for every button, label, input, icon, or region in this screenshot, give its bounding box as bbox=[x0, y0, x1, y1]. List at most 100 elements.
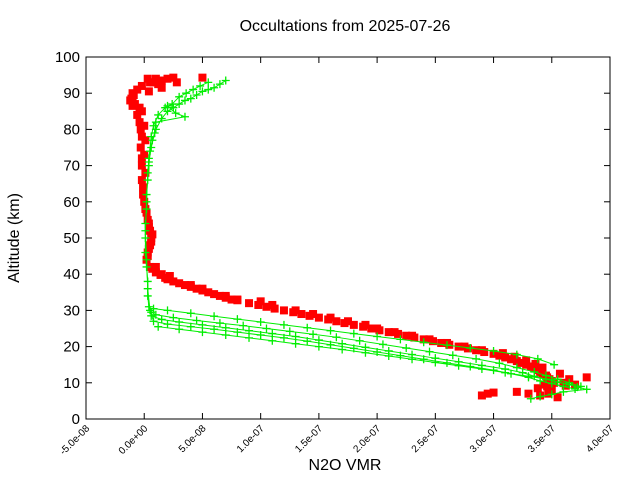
red-square-point bbox=[144, 223, 153, 232]
red-square-point bbox=[151, 74, 160, 83]
y-tick-label: 0 bbox=[72, 411, 80, 428]
red-square-point bbox=[180, 281, 189, 290]
red-square-point bbox=[483, 389, 492, 398]
green-plus-point bbox=[565, 378, 574, 387]
green-plus-point bbox=[204, 78, 213, 87]
x-tick-label: 4.0e-07 bbox=[584, 423, 616, 455]
green-plus-point bbox=[550, 360, 559, 369]
green-plus-point bbox=[547, 375, 556, 384]
red-square-point bbox=[215, 291, 224, 300]
green-plus-point bbox=[204, 85, 213, 94]
red-square-point bbox=[165, 272, 174, 281]
red-square-point bbox=[309, 310, 318, 319]
green-plus-point bbox=[144, 157, 153, 166]
green-plus-point bbox=[526, 394, 535, 403]
x-tick-label: 5.0e-08 bbox=[177, 423, 209, 455]
x-tick-label: 1.5e-07 bbox=[293, 423, 325, 455]
red-square-point bbox=[517, 358, 526, 367]
y-tick-label: 100 bbox=[55, 49, 80, 66]
green-plus-point bbox=[576, 382, 585, 391]
green-plus-point bbox=[175, 92, 184, 101]
green-connector bbox=[171, 96, 180, 105]
green-connector bbox=[146, 259, 149, 289]
red-square-point bbox=[137, 107, 146, 116]
red-square-point bbox=[137, 176, 146, 185]
series-green-plus bbox=[141, 76, 591, 403]
red-square-point bbox=[157, 76, 166, 85]
x-tick-label: 3.0e-07 bbox=[468, 423, 500, 455]
red-square-point bbox=[501, 353, 510, 362]
green-connector bbox=[146, 172, 149, 202]
red-square-point bbox=[373, 324, 382, 333]
green-connector bbox=[475, 358, 500, 364]
x-tick-label: 0.0e+00 bbox=[117, 423, 151, 457]
green-plus-point bbox=[171, 109, 180, 118]
red-square-point bbox=[148, 230, 157, 239]
red-square-point bbox=[533, 366, 542, 375]
red-square-point bbox=[437, 338, 446, 347]
red-square-point bbox=[349, 320, 358, 329]
green-connector bbox=[537, 358, 555, 366]
red-square-point bbox=[140, 121, 149, 130]
green-plus-point bbox=[210, 83, 219, 92]
green-connector bbox=[155, 118, 163, 130]
red-square-point bbox=[344, 317, 352, 326]
red-square-point bbox=[291, 306, 300, 315]
y-axis-label: Altitude (km) bbox=[6, 193, 23, 283]
x-axis-label: N2O VMR bbox=[309, 457, 382, 474]
red-square-point bbox=[510, 352, 519, 361]
red-square-point bbox=[561, 381, 570, 390]
red-square-point bbox=[538, 363, 547, 372]
red-square-point bbox=[198, 73, 207, 82]
red-square-point bbox=[538, 369, 547, 378]
red-square-point bbox=[279, 306, 288, 315]
y-tick-label: 70 bbox=[63, 158, 80, 175]
red-square-point bbox=[143, 252, 152, 261]
red-square-point bbox=[367, 324, 376, 333]
red-square-point bbox=[477, 391, 486, 400]
red-square-point bbox=[186, 281, 195, 290]
red-square-point bbox=[512, 357, 521, 366]
red-square-point bbox=[555, 369, 564, 378]
red-square-point bbox=[540, 380, 549, 389]
green-plus-point bbox=[154, 110, 163, 119]
x-tick-label: 2.5e-07 bbox=[410, 423, 442, 455]
green-connector bbox=[157, 107, 166, 116]
red-square-point bbox=[169, 73, 178, 82]
red-square-point bbox=[233, 295, 242, 304]
red-square-point bbox=[128, 98, 137, 107]
red-square-point bbox=[172, 78, 181, 87]
red-square-point bbox=[408, 331, 417, 340]
red-square-point bbox=[151, 262, 160, 271]
red-square-point bbox=[210, 290, 219, 299]
red-square-point bbox=[192, 284, 201, 293]
green-connector bbox=[155, 116, 186, 123]
y-tick-label: 90 bbox=[63, 85, 80, 102]
red-square-point bbox=[144, 244, 153, 253]
red-square-point bbox=[135, 118, 144, 127]
red-square-point bbox=[227, 295, 236, 304]
red-square-point bbox=[553, 393, 562, 402]
x-tick-label: 2.0e-07 bbox=[351, 423, 383, 455]
red-square-point bbox=[498, 349, 507, 358]
red-square-point bbox=[133, 85, 142, 94]
red-square-point bbox=[256, 297, 265, 306]
red-square-point bbox=[384, 328, 393, 337]
green-plus-point bbox=[512, 350, 521, 359]
red-square-point bbox=[512, 387, 521, 396]
green-plus-point bbox=[512, 363, 521, 372]
red-square-point bbox=[137, 161, 146, 170]
green-connector bbox=[499, 362, 517, 369]
green-plus-point bbox=[189, 85, 198, 94]
red-square-point bbox=[143, 74, 152, 83]
y-tick-label: 30 bbox=[63, 302, 80, 319]
red-square-point bbox=[526, 362, 535, 371]
red-square-point bbox=[163, 74, 172, 83]
red-square-point bbox=[204, 288, 213, 297]
red-square-point bbox=[489, 388, 498, 397]
red-square-point bbox=[533, 384, 542, 393]
y-tick-label: 60 bbox=[63, 194, 80, 211]
chart-title: Occultations from 2025-07-26 bbox=[240, 18, 451, 35]
y-tick-label: 10 bbox=[63, 375, 80, 392]
